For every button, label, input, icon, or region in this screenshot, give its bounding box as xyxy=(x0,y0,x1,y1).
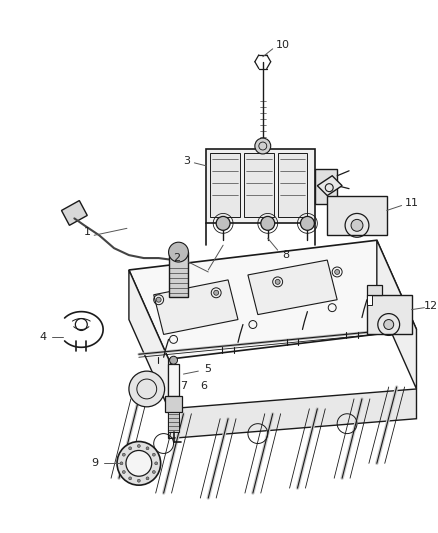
Circle shape xyxy=(122,453,125,456)
Polygon shape xyxy=(248,260,337,314)
Polygon shape xyxy=(129,240,417,359)
Circle shape xyxy=(146,447,149,450)
Polygon shape xyxy=(377,240,417,389)
Circle shape xyxy=(129,447,132,450)
Text: 1: 1 xyxy=(84,227,91,237)
Circle shape xyxy=(335,270,339,274)
Polygon shape xyxy=(317,176,342,196)
Circle shape xyxy=(275,279,280,284)
Text: 3: 3 xyxy=(183,156,190,166)
Text: 8: 8 xyxy=(282,250,289,260)
Polygon shape xyxy=(327,196,387,235)
Bar xyxy=(278,153,307,217)
Circle shape xyxy=(169,242,188,262)
Circle shape xyxy=(122,471,125,473)
Bar xyxy=(168,412,180,432)
Circle shape xyxy=(138,445,140,448)
Text: 2: 2 xyxy=(173,253,180,263)
Text: 5: 5 xyxy=(204,364,211,374)
Circle shape xyxy=(300,216,314,230)
Text: 9: 9 xyxy=(92,458,99,469)
Text: 6: 6 xyxy=(200,381,207,391)
Circle shape xyxy=(170,356,177,364)
Circle shape xyxy=(384,320,394,329)
Circle shape xyxy=(155,462,158,465)
Bar xyxy=(210,153,240,217)
Circle shape xyxy=(255,138,271,154)
Polygon shape xyxy=(367,285,382,295)
Polygon shape xyxy=(367,295,412,334)
Circle shape xyxy=(120,462,123,465)
Circle shape xyxy=(126,450,152,476)
Text: 10: 10 xyxy=(276,40,290,50)
Circle shape xyxy=(75,319,87,330)
Polygon shape xyxy=(61,200,87,225)
Bar xyxy=(168,364,180,396)
Text: 4: 4 xyxy=(39,333,46,342)
Bar xyxy=(244,153,274,217)
Polygon shape xyxy=(367,295,372,305)
Circle shape xyxy=(138,479,140,482)
Text: 11: 11 xyxy=(405,198,419,207)
Bar xyxy=(315,169,337,204)
Circle shape xyxy=(117,441,161,485)
Polygon shape xyxy=(129,270,169,409)
Circle shape xyxy=(214,290,219,295)
Circle shape xyxy=(152,471,155,473)
Circle shape xyxy=(129,371,165,407)
Bar xyxy=(169,252,188,297)
Bar xyxy=(206,149,315,223)
Circle shape xyxy=(156,297,161,302)
Circle shape xyxy=(216,216,230,230)
Polygon shape xyxy=(165,396,183,412)
Circle shape xyxy=(261,216,275,230)
Circle shape xyxy=(146,477,149,480)
Text: 12: 12 xyxy=(424,301,438,311)
Circle shape xyxy=(152,453,155,456)
Text: 7: 7 xyxy=(180,381,187,391)
Polygon shape xyxy=(169,389,417,439)
Polygon shape xyxy=(154,280,238,334)
Circle shape xyxy=(351,220,363,231)
Circle shape xyxy=(129,477,132,480)
